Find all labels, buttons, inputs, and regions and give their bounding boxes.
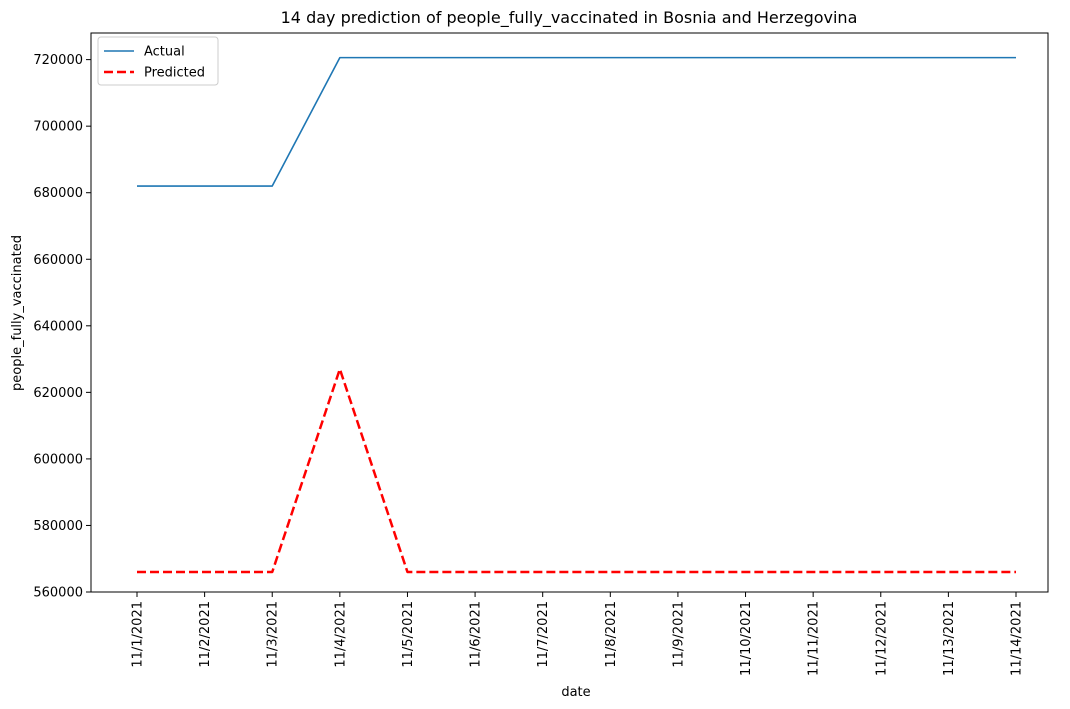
x-axis-title: date [561, 685, 590, 700]
x-tick-label: 11/10/2021 [739, 601, 754, 676]
series-line-actual [137, 56, 1016, 187]
x-tick-label: 11/8/2021 [604, 601, 619, 668]
plot-area [90, 32, 1049, 593]
y-tick-label: 600000 [33, 452, 83, 467]
y-axis-title: people_fully_vaccinated [10, 235, 25, 391]
x-tick-label: 11/7/2021 [536, 601, 551, 668]
series-line-predicted [137, 367, 1016, 574]
x-tick-label: 11/11/2021 [807, 601, 822, 676]
x-tick-label: 11/13/2021 [942, 601, 957, 676]
y-tick-label: 700000 [33, 120, 83, 135]
x-tick-label: 11/6/2021 [469, 601, 484, 668]
x-tick-label: 11/9/2021 [671, 601, 686, 668]
x-axis: 11/1/2021 11/2/2021 11/3/2021 11/4/2021 11/5… [131, 592, 1025, 676]
x-tick-label: 11/3/2021 [266, 601, 281, 668]
chart-title: 14 day prediction of people_fully_vaccin… [281, 8, 858, 28]
y-tick-label: 560000 [33, 586, 83, 601]
x-tick-label: 11/2/2021 [198, 601, 213, 668]
series-layer [137, 56, 1016, 574]
x-tick-label: 11/4/2021 [333, 601, 348, 668]
legend-label-predicted: Predicted [144, 66, 205, 81]
x-tick-label: 11/14/2021 [1010, 601, 1025, 676]
y-tick-label: 640000 [33, 319, 83, 334]
y-tick-label: 580000 [33, 519, 83, 534]
y-axis: 560000 580000 600000 620000 640000 660000 6800… [33, 53, 91, 601]
x-tick-label: 11/12/2021 [874, 601, 889, 676]
legend-label-actual: Actual [144, 45, 185, 60]
legend: Actual Predicted [97, 36, 219, 86]
legend-box [97, 36, 219, 86]
y-tick-label: 660000 [33, 253, 83, 268]
y-tick-label: 680000 [33, 186, 83, 201]
y-tick-label: 720000 [33, 53, 83, 68]
x-tick-label: 11/5/2021 [401, 601, 416, 668]
y-tick-label: 620000 [33, 386, 83, 401]
x-tick-label: 11/1/2021 [131, 601, 146, 668]
